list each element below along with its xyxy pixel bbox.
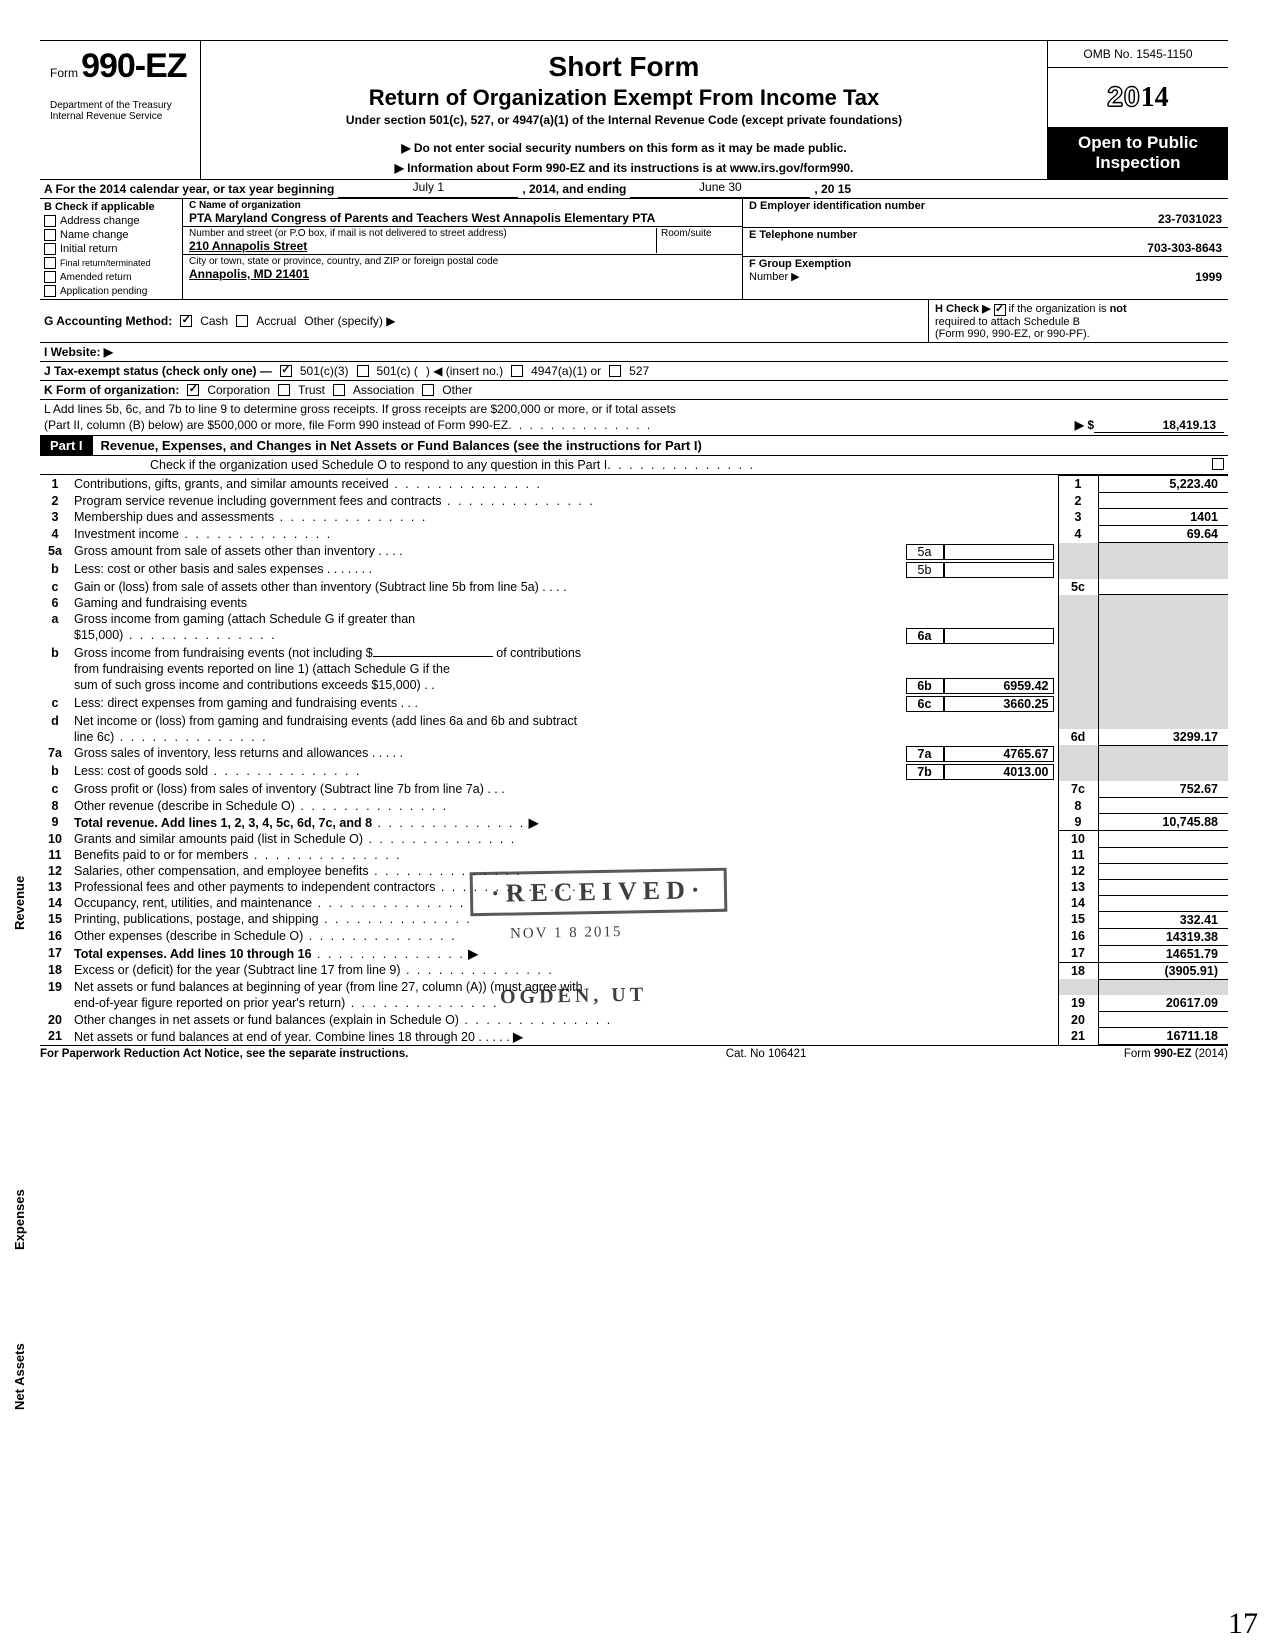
line-7b-amt: 4013.00 [944,764,1054,780]
line-4-amt: 69.64 [1098,526,1228,543]
line-16-amt: 14319.38 [1098,928,1228,945]
omb-number: OMB No. 1545-1150 [1048,41,1228,68]
stamp-date: NOV 1 8 2015 [510,924,623,943]
part-i-bar: Part I Revenue, Expenses, and Changes in… [40,436,1228,456]
footer: For Paperwork Reduction Act Notice, see … [40,1045,1228,1060]
chk-amended[interactable] [44,271,56,283]
row-k: K Form of organization: Corporation Trus… [40,381,1228,400]
chk-name[interactable] [44,229,56,241]
chk-4947[interactable] [511,365,523,377]
chk-501c[interactable] [357,365,369,377]
chk-final[interactable] [44,257,56,269]
gross-receipts: 18,419.13 [1094,418,1224,433]
chk-h[interactable] [994,304,1006,316]
ein: 23-7031023 [749,212,1222,226]
line-19-amt: 20617.09 [1098,995,1228,1012]
under-section: Under section 501(c), 527, or 4947(a)(1)… [209,113,1039,127]
dept-treasury: Department of the TreasuryInternal Reven… [50,86,200,122]
chk-address[interactable] [44,215,56,227]
scanned-stamp: SCANNED DEC 0 4 2015 [0,320,5,640]
org-name: PTA Maryland Congress of Parents and Tea… [189,211,736,225]
line-6d-amt: 3299.17 [1098,729,1228,746]
line-7c-amt: 752.67 [1098,781,1228,798]
expenses-label: Expenses [12,1189,27,1250]
row-j: J Tax-exempt status (check only one) — 5… [40,362,1228,381]
col-d: D Employer identification number23-70310… [743,199,1228,299]
city: Annapolis, MD 21401 [189,267,736,281]
chk-sched-o[interactable] [1212,458,1224,470]
lines-table: 1Contributions, gifts, grants, and simil… [40,475,1228,1045]
line-6c-amt: 3660.25 [944,696,1054,712]
netassets-label: Net Assets [12,1343,27,1410]
page-number: 17 [1228,1607,1258,1641]
chk-501c3[interactable] [280,365,292,377]
line-6b-amt: 6959.42 [944,678,1054,694]
phone: 703-303-8643 [749,241,1222,255]
line-15-amt: 332.41 [1098,911,1228,928]
chk-assoc[interactable] [333,384,345,396]
chk-527[interactable] [609,365,621,377]
col-b: B Check if applicable Address change Nam… [40,199,183,299]
short-form-title: Short Form [209,51,1039,83]
row-h: H Check ▶ if the organization is not req… [928,300,1228,342]
group-exemption: 1999 [1195,270,1222,284]
line-18-amt: (3905.91) [1098,962,1228,979]
line-7a-amt: 4765.67 [944,746,1054,762]
line-9-amt: 10,745.88 [1098,814,1228,831]
bullet-ssn: ▶ Do not enter social security numbers o… [209,141,1039,155]
line-17-amt: 14651.79 [1098,945,1228,962]
line-a: A For the 2014 calendar year, or tax yea… [40,180,1228,199]
revenue-label: Revenue [12,876,27,930]
chk-accrual[interactable] [236,315,248,327]
form-label: Form [50,66,78,80]
line-21-amt: 16711.18 [1098,1028,1228,1045]
bullet-info: ▶ Information about Form 990-EZ and its … [209,161,1039,175]
tax-year: 2014 [1048,68,1228,127]
row-i: I Website: ▶ [40,343,1228,362]
row-g: G Accounting Method: Cash Accrual Other … [40,300,928,342]
line-3-amt: 1401 [1098,509,1228,526]
line-1-amt: 5,223.40 [1098,476,1228,493]
col-c: C Name of organizationPTA Maryland Congr… [183,199,743,299]
part-i-check: Check if the organization used Schedule … [40,456,1228,475]
chk-cash[interactable] [180,315,192,327]
open-public: Open to PublicInspection [1048,127,1228,179]
return-title: Return of Organization Exempt From Incom… [209,85,1039,111]
chk-initial[interactable] [44,243,56,255]
chk-trust[interactable] [278,384,290,396]
chk-other[interactable] [422,384,434,396]
row-l: L Add lines 5b, 6c, and 7b to line 9 to … [40,400,1228,436]
form-number: 990-EZ [81,47,187,85]
street: 210 Annapolis Street [189,239,656,253]
form-header: Form 990-EZ Department of the TreasuryIn… [40,40,1228,180]
stamp-loc: OGDEN, UT [500,984,648,1010]
chk-pending[interactable] [44,285,56,297]
chk-corp[interactable] [187,384,199,396]
header-abc-grid: B Check if applicable Address change Nam… [40,199,1228,300]
